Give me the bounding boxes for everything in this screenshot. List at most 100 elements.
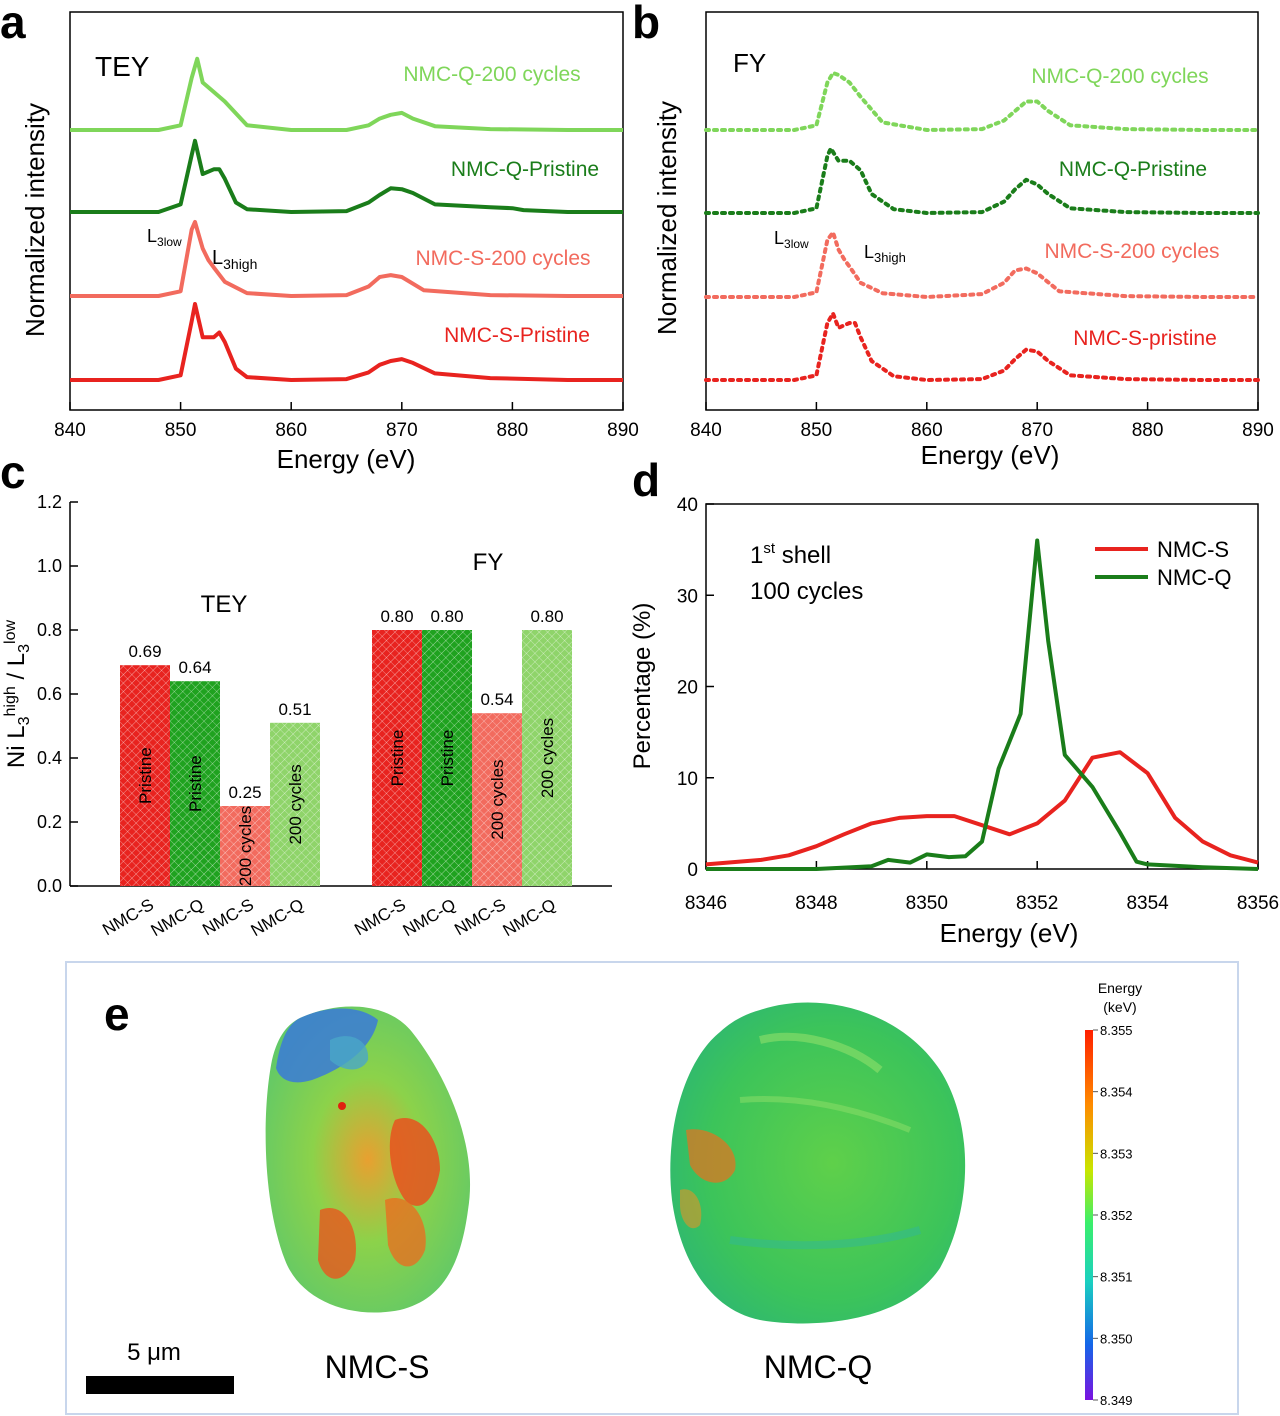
- mode-label-a: TEY: [95, 51, 150, 82]
- ylabel-c: Ni L3high / L3low: [2, 620, 33, 769]
- xtick-label: 8354: [1126, 893, 1169, 914]
- panel-a: a TEY Normalized intensity Energy (eV) 8…: [0, 0, 639, 474]
- bars-c: 0.69 Pristine NMC-S 0.64 Pristine NMC-Q 0.25 20…: [99, 607, 572, 940]
- colorbar: [1085, 1030, 1093, 1400]
- bar-hatch: [170, 681, 220, 886]
- bar-inner-label: Pristine: [438, 730, 457, 787]
- colorbar-tick-label: 8.354: [1100, 1085, 1133, 1100]
- series-line-nmc-q-200-cycles: [704, 71, 1260, 132]
- xtick-label: 8352: [1016, 893, 1058, 914]
- colorbar-tick-label: 8.353: [1100, 1146, 1133, 1161]
- legend-label-nmc-s: NMC-S: [1157, 537, 1229, 562]
- bar-value-label: 0.51: [278, 700, 311, 719]
- bar-value-label: 0.80: [530, 607, 563, 626]
- series-line-nmc-q-200-cycles: [70, 56, 623, 132]
- series-label-nmc-s-200-cycles: NMC-S-200 cycles: [1044, 240, 1219, 263]
- ytick-label: 1.2: [37, 492, 62, 512]
- panel-letter-c: c: [0, 446, 26, 498]
- bar-inner-label: Pristine: [136, 747, 155, 804]
- bar-hatch: [220, 806, 270, 886]
- bar-hatch: [422, 630, 472, 886]
- xtick-label: 840: [690, 420, 722, 441]
- annotation-l3low-a: L3low: [147, 226, 182, 249]
- panel-letter-d: d: [632, 454, 660, 506]
- particle-nmc-q: [670, 1002, 966, 1324]
- particle-nmc-s: [265, 1006, 471, 1313]
- bar-hatch: [522, 630, 572, 886]
- bar-category-label: NMC-Q: [400, 895, 459, 940]
- series-line-nmc-s-pristine: [704, 311, 1260, 382]
- series-a: NMC-Q-200 cycles NMC-Q-Pristine NMC-S-200 …: [70, 56, 623, 382]
- xtick-label: 860: [275, 420, 307, 441]
- mode-label-b: FY: [733, 48, 766, 78]
- xtick-label: 860: [911, 420, 943, 441]
- colorbar-title: Energy: [1098, 980, 1142, 996]
- xtick-label: 870: [386, 420, 418, 441]
- xtick-label: 880: [497, 420, 529, 441]
- series-b: NMC-Q-200 cycles NMC-Q-Pristine NMC-S-200 …: [704, 65, 1260, 382]
- group-label-tey: TEY: [201, 591, 248, 618]
- panel-d: d Percentage (%) Energy (eV) 8346 8348 835…: [629, 454, 1279, 948]
- xlabel-a: Energy (eV): [277, 444, 416, 474]
- ytick-label: 20: [677, 678, 698, 699]
- colorbar-tick-label: 8.350: [1100, 1331, 1133, 1346]
- series-line-nmc-s-200-cycles: [70, 219, 623, 298]
- ytick-label: 40: [677, 495, 698, 516]
- bar-value-label: 0.80: [430, 607, 463, 626]
- ytick-label: 1.0: [37, 556, 62, 576]
- bar-category-label: NMC-Q: [500, 895, 559, 940]
- annotation-l3high-b: L3high: [864, 242, 906, 265]
- bar-value-label: 0.54: [480, 690, 513, 709]
- ytick-label: 30: [677, 586, 698, 607]
- bar-hatch: [120, 665, 170, 886]
- xtick-label: 8350: [906, 893, 948, 914]
- colorbar-ticks: 8.355 8.354 8.353 8.352 8.351 8.350 8.349: [1093, 1023, 1133, 1408]
- colorbar-tick-label: 8.352: [1100, 1208, 1133, 1223]
- xlabel-b: Energy (eV): [921, 440, 1060, 470]
- colorbar-unit: (keV): [1103, 999, 1136, 1015]
- annotation-shell: 1st shell: [750, 540, 831, 569]
- annotation-l3low-b: L3low: [774, 228, 809, 251]
- bar-category-label: NMC-S: [99, 895, 157, 939]
- panel-letter-b: b: [632, 0, 660, 48]
- xtick-label: 8348: [795, 893, 837, 914]
- series-d: [705, 538, 1259, 871]
- bar-category-label: NMC-S: [451, 895, 509, 939]
- ylabel-a: Normalized intensity: [20, 103, 50, 337]
- ytick-label: 0.8: [37, 620, 62, 640]
- bar-inner-label: 200 cycles: [488, 759, 507, 839]
- ytick-label: 0.6: [37, 684, 62, 704]
- xtick-label: 870: [1021, 420, 1053, 441]
- bar-hatch: [270, 722, 320, 886]
- bar-category-label: NMC-S: [351, 895, 409, 939]
- ytick-label: 0.2: [37, 812, 62, 832]
- ylabel-d: Percentage (%): [629, 603, 656, 770]
- bar-inner-label: 200 cycles: [286, 764, 305, 844]
- series-line-nmc-q-pristine: [70, 138, 623, 214]
- xtick-label: 850: [801, 420, 833, 441]
- series-label-nmc-q-pristine: NMC-Q-Pristine: [451, 158, 599, 181]
- bar-category-label: NMC-Q: [148, 895, 207, 940]
- xtick-label: 850: [165, 420, 197, 441]
- particle-label-nmc-s: NMC-S: [325, 1349, 430, 1385]
- colorbar-tick-label: 8.351: [1100, 1270, 1133, 1285]
- bar-category-label: NMC-Q: [248, 895, 307, 940]
- panel-letter-e: e: [104, 988, 130, 1040]
- series-label-nmc-q-200-cycles: NMC-Q-200 cycles: [1031, 65, 1208, 88]
- bar-value-label: 0.64: [178, 658, 211, 677]
- xticks-b: 840 850 860 870 880 890: [690, 402, 1274, 441]
- bar-value-label: 0.80: [380, 607, 413, 626]
- ytick-label: 10: [677, 769, 698, 790]
- group-label-fy: FY: [473, 549, 504, 576]
- series-label-nmc-q-200-cycles: NMC-Q-200 cycles: [403, 63, 580, 86]
- series-line-nmc-q: [706, 538, 1259, 871]
- xtick-label: 890: [607, 420, 639, 441]
- bar-value-label: 0.69: [128, 642, 161, 661]
- series-label-nmc-s-pristine: NMC-S-Pristine: [444, 324, 590, 347]
- scale-bar: [86, 1376, 234, 1394]
- bar-value-label: 0.25: [228, 783, 261, 802]
- xtick-label: 890: [1242, 420, 1274, 441]
- bar-category-label: NMC-S: [199, 895, 257, 939]
- panel-e-frame: [65, 961, 1239, 1415]
- bar-inner-label: 200 cycles: [538, 718, 557, 798]
